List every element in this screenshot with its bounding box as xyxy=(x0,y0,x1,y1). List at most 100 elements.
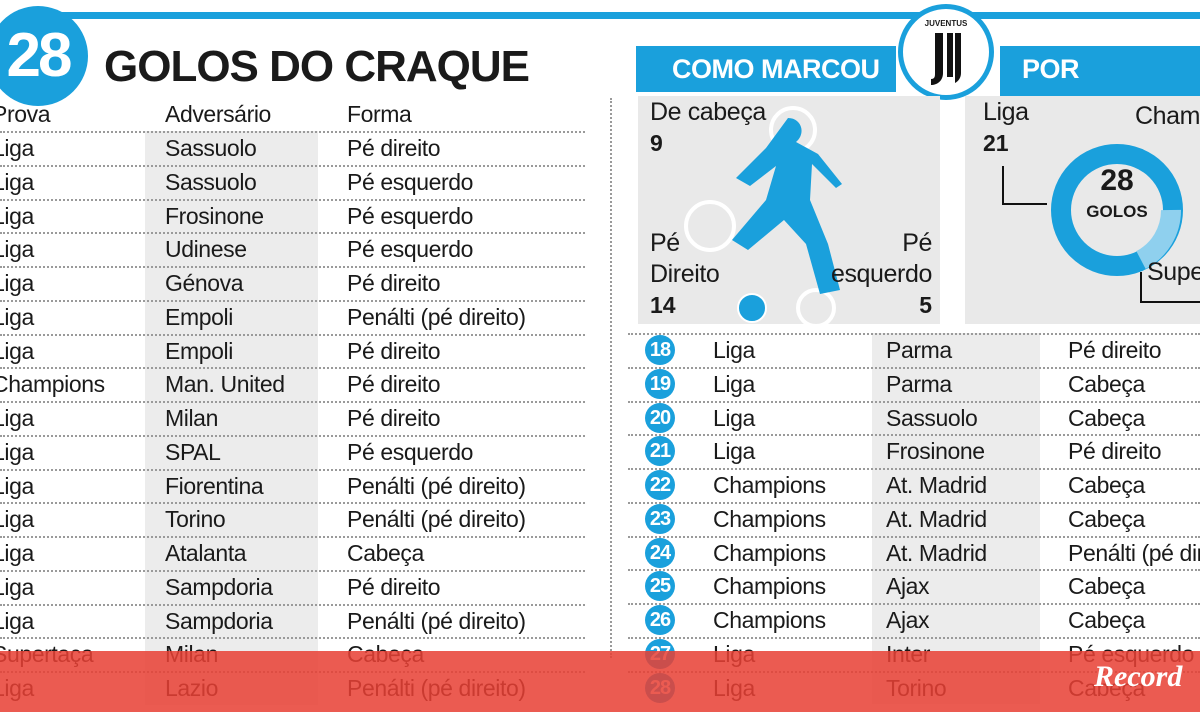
table-cell: At. Madrid xyxy=(886,539,987,566)
table-cell: Sassuolo xyxy=(165,135,257,161)
table-cell: Frosinone xyxy=(886,438,985,465)
how-label: Pé esquerdo xyxy=(830,229,932,288)
goal-number: 26 xyxy=(645,605,675,635)
table-cell: Pé direito xyxy=(1068,438,1162,465)
table-cell: Pé esquerdo xyxy=(347,236,474,263)
row-rule xyxy=(628,501,1200,504)
table-cell: Liga xyxy=(0,168,34,195)
row-rule xyxy=(0,502,585,505)
how-value: 9 xyxy=(650,130,663,156)
row-rule xyxy=(628,434,1200,437)
table-cell: Liga xyxy=(0,270,34,296)
table-cell: Liga xyxy=(0,540,34,566)
column-band xyxy=(145,131,318,705)
section-how: COMO MARCOU xyxy=(636,46,896,92)
goal-number: 21 xyxy=(645,436,675,467)
table-cell: At. Madrid xyxy=(886,472,987,498)
table-cell: Liga xyxy=(0,405,34,431)
table-cell: Ajax xyxy=(886,607,930,633)
table-cell: Liga xyxy=(0,303,34,330)
table-cell: Sassuolo xyxy=(165,168,257,195)
footer-band xyxy=(0,651,1200,712)
row-rule xyxy=(628,366,1200,369)
row-rule xyxy=(628,333,1200,335)
table-cell: Atalanta xyxy=(165,540,247,566)
table-cell: Penálti (pé direito) xyxy=(347,506,526,533)
row-rule xyxy=(0,232,585,235)
divider xyxy=(610,98,612,658)
row-rule xyxy=(0,164,585,167)
footer-strip xyxy=(0,712,1200,721)
table-cell: Pé direito xyxy=(1068,337,1162,363)
table-cell: Liga xyxy=(713,404,755,431)
column-band xyxy=(872,333,1040,705)
goal-number: 20 xyxy=(645,402,675,433)
table-cell: Torino xyxy=(165,506,226,533)
table-cell: Cabeça xyxy=(1068,505,1145,532)
how-panel: De cabeça 9 Pé Direito 14 Pé esquerdo 5 xyxy=(638,96,940,324)
competition-value: 21 xyxy=(983,130,1009,156)
table-cell: Champions xyxy=(0,371,105,398)
table-cell: Pé direito xyxy=(347,371,441,398)
table-cell: Cabeça xyxy=(1068,472,1145,498)
table-cell: Cabeça xyxy=(1068,404,1145,431)
table-cell: Cabeça xyxy=(1068,370,1145,397)
table-cell: Champions xyxy=(713,505,826,532)
goal-number: 24 xyxy=(645,537,675,568)
table-cell: Liga xyxy=(0,607,34,634)
table-cell: Liga xyxy=(0,202,34,229)
goal-number: 25 xyxy=(645,571,675,602)
table-cell: Penálti (pé direito) xyxy=(1068,539,1200,566)
column-header: Adversário xyxy=(165,101,271,127)
donut-label: GOLOS xyxy=(1086,202,1148,221)
column-header: Prova xyxy=(0,101,51,127)
table-cell: Pé direito xyxy=(347,135,441,161)
table-cell: Sassuolo xyxy=(886,404,978,431)
table-cell: Pé esquerdo xyxy=(347,438,474,465)
row-rule xyxy=(0,333,585,336)
row-rule xyxy=(628,400,1200,403)
row-rule xyxy=(0,299,585,302)
column-header: Forma xyxy=(347,101,412,127)
table-cell: Pé direito xyxy=(347,573,441,600)
table-cell: Man. United xyxy=(165,371,285,398)
table-cell: Empoli xyxy=(165,303,233,330)
competition-label: Champions xyxy=(1135,102,1200,130)
table-cell: Champions xyxy=(713,539,826,566)
table-cell: Liga xyxy=(713,337,755,363)
row-rule xyxy=(0,468,585,471)
table-cell: Liga xyxy=(0,337,34,364)
row-rule xyxy=(0,401,585,403)
table-cell: Milan xyxy=(165,405,218,431)
competition-label: Supertaça xyxy=(1147,258,1200,286)
table-cell: Liga xyxy=(0,135,34,161)
table-cell: Sampdoria xyxy=(165,573,273,600)
competition-label: Liga xyxy=(983,98,1029,126)
row-rule xyxy=(628,535,1200,538)
table-cell: Frosinone xyxy=(165,202,264,229)
table-cell: Cabeça xyxy=(347,540,424,566)
table-cell: SPAL xyxy=(165,438,221,465)
table-cell: Parma xyxy=(886,370,952,397)
row-rule xyxy=(628,468,1200,470)
count-badge: 28 xyxy=(0,6,88,106)
table-cell: Pé esquerdo xyxy=(347,202,474,229)
table-cell: Champions xyxy=(713,573,826,600)
table-cell: Pé direito xyxy=(347,337,441,364)
donut-illustration xyxy=(1002,144,1200,303)
logo-text: JUVENTUS xyxy=(924,19,968,28)
table-cell: Udinese xyxy=(165,236,247,263)
table-cell: Penálti (pé direito) xyxy=(347,607,526,634)
row-rule xyxy=(0,266,585,268)
row-rule xyxy=(0,131,585,133)
goal-number: 23 xyxy=(645,503,675,534)
how-value: 5 xyxy=(919,292,932,318)
table-cell: Liga xyxy=(713,370,755,397)
table-cell: Liga xyxy=(0,506,34,533)
table-cell: Pé direito xyxy=(347,405,441,431)
table-cell: Parma xyxy=(886,337,952,363)
row-rule xyxy=(0,637,585,640)
table-cell: Génova xyxy=(165,270,244,296)
goal-number: 18 xyxy=(645,335,675,365)
row-rule xyxy=(0,536,585,538)
